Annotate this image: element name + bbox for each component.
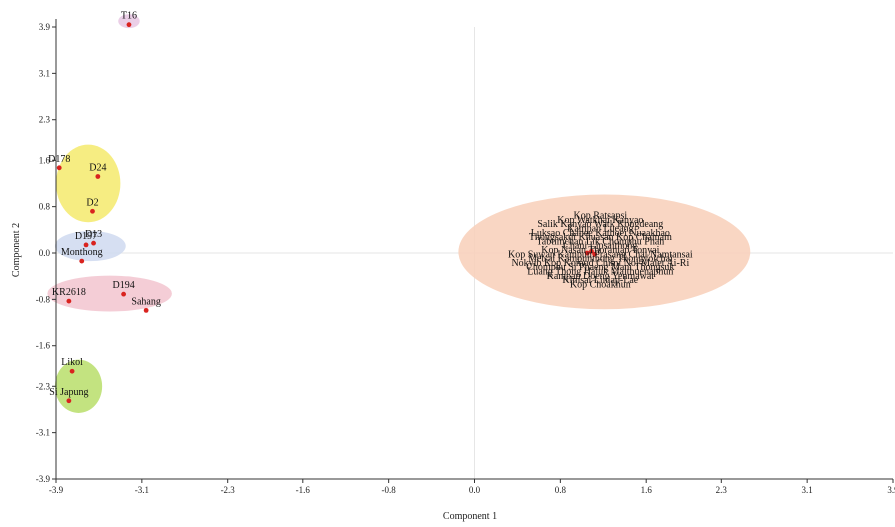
x-tick-label: -1.6 <box>296 485 311 495</box>
data-point-label: Likol <box>61 357 83 368</box>
x-tick-label: 2.3 <box>716 485 728 495</box>
data-point <box>584 250 590 256</box>
data-point <box>91 240 96 246</box>
x-tick-label: 0.8 <box>555 485 567 495</box>
x-axis-label: Component 1 <box>443 511 497 522</box>
data-point <box>66 398 72 404</box>
group-ellipse <box>458 194 751 310</box>
x-tick-label: 0.0 <box>469 485 481 495</box>
axes: -3.9 -3.1 -2.3 -1.6 -0.8 0.0 0.8 1.6 2.3 3.1 3.9 3.… <box>36 19 895 495</box>
y-tick-label: 3.9 <box>39 22 51 32</box>
data-point <box>126 22 132 28</box>
cluster-point-label: Kampan Lueang <box>567 223 633 234</box>
data-point-label: T16 <box>121 11 137 22</box>
cluster-point-label: Nokyib Kop Komod Chimi Nol Malet Ai-Ri <box>511 258 689 269</box>
x-tick-label: 3.9 <box>887 485 895 495</box>
data-point-label: D194 <box>112 280 134 291</box>
data-point <box>83 242 89 248</box>
data-points <box>56 22 598 404</box>
y-tick-label: -1.6 <box>36 341 51 351</box>
group-ellipse <box>56 144 121 223</box>
group-ellipse <box>54 230 126 262</box>
cluster-point-label: Kop Choakhun <box>570 279 631 290</box>
data-point <box>56 165 62 171</box>
data-point <box>66 298 72 304</box>
x-tick-label: -3.9 <box>49 485 64 495</box>
cluster-point-label: Metsai Kampunthong Thongyoichai <box>528 254 673 265</box>
x-tick-label: -0.8 <box>382 485 397 495</box>
cluster-point-label: Salik Kanyao Watk Kongdeang <box>537 219 663 230</box>
cluster-point-label: Luang Thong Haluk Maithuenaphun <box>527 267 673 278</box>
data-point-label: D13 <box>85 229 102 240</box>
data-point-label: D178 <box>48 154 70 165</box>
group-ellipse <box>118 14 140 29</box>
data-point <box>592 251 598 257</box>
data-point <box>95 174 101 179</box>
x-tick-label: -2.3 <box>221 485 236 495</box>
data-point-label: D2 <box>86 197 98 208</box>
data-point <box>143 307 149 313</box>
y-tick-label: -0.8 <box>36 294 51 304</box>
y-tick-label: -3.1 <box>36 428 50 438</box>
data-point-label: D24 <box>89 163 106 174</box>
cluster-point-label: Kop Suwan Kampun Prasang Chai Namtansai <box>508 249 693 260</box>
cluster-point-label: Tabtimchan Lik Chomphu Phan <box>536 236 664 247</box>
data-point <box>121 291 127 297</box>
y-tick-label: -3.9 <box>36 474 51 484</box>
y-tick-label: 1.6 <box>39 155 51 165</box>
x-tick-label: -3.1 <box>135 485 149 495</box>
cluster-point-label: Kop Ratsapsi <box>574 211 628 222</box>
y-tick-label: -2.3 <box>36 381 51 391</box>
data-point <box>90 208 95 214</box>
y-tick-label: 0.8 <box>39 202 51 212</box>
cluster-point-label: Chomphu Si Phaeng Mani Thongsuk <box>526 262 674 273</box>
cluster-point-label: Thongsakdi Khuasan Kop Chainam <box>529 232 672 243</box>
y-tick-label: 2.3 <box>39 115 51 125</box>
data-point-label: D197 <box>75 231 97 242</box>
data-point-label: KR2618 <box>52 287 86 298</box>
cluster-point-label: Kampan Doeng Yenmawat <box>547 271 655 282</box>
group-ellipse <box>47 275 172 312</box>
cluster-point-label: Kop Watkhai Kanyao <box>557 215 643 226</box>
y-axis-label: Component 2 <box>11 223 22 277</box>
cluster-point-label: Chani Lipsaithong <box>563 241 637 252</box>
cluster-point-label: Luksao Chanee Kathoei Nuaakhao <box>531 228 670 239</box>
data-point <box>79 258 85 264</box>
data-point-label: Si Japung <box>49 387 88 398</box>
x-tick-label: 3.1 <box>802 485 813 495</box>
y-tick-label: 3.1 <box>39 68 50 78</box>
data-point <box>589 248 594 254</box>
cluster-point-label: Kop Nasan Thoraniap Tonyai <box>541 245 659 256</box>
data-point <box>69 368 75 374</box>
group-ellipse <box>54 359 103 413</box>
data-point-label: Monthong <box>61 247 103 258</box>
cluster-point-label: Kimsai Linlap-Lae <box>562 275 638 286</box>
group-ellipses <box>47 14 751 413</box>
x-tick-label: 1.6 <box>641 485 653 495</box>
y-tick-label: 0.0 <box>39 248 51 258</box>
data-point-label: Sahang <box>131 296 160 307</box>
